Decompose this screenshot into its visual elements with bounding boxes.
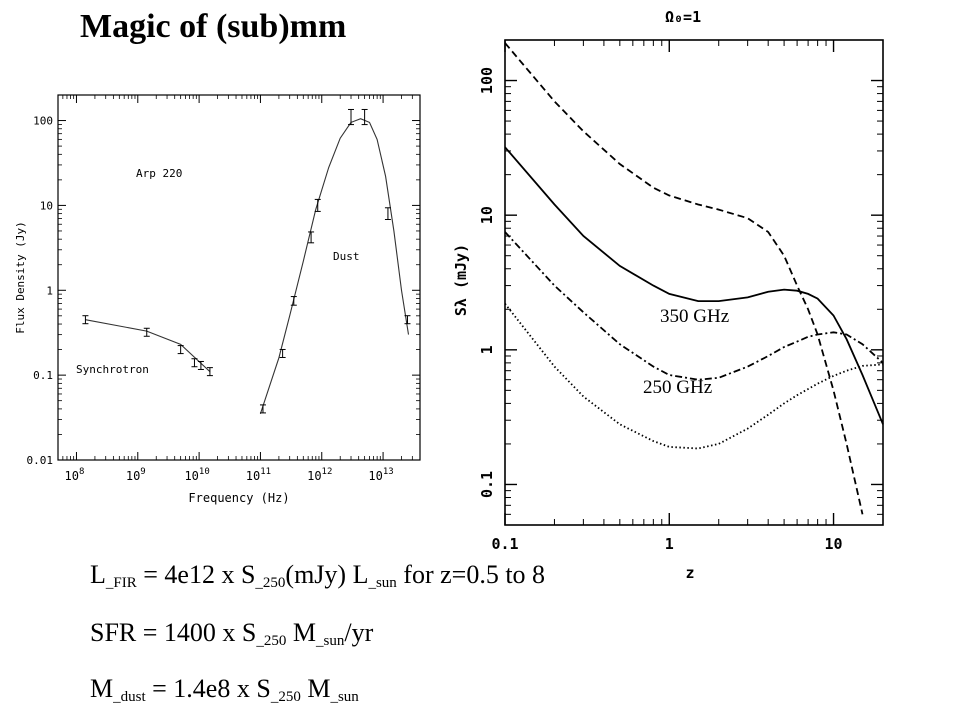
annotation-label: Arp 220	[136, 167, 182, 180]
model-curve-synchrotron	[85, 319, 211, 373]
annotation-label: Synchrotron	[76, 363, 149, 376]
data-point	[314, 198, 321, 212]
formula-sfr: SFR = 1400 x S_250 M_sun/yr	[90, 618, 373, 650]
formula-part: SFR = 1400 x S	[90, 618, 257, 647]
x-tick-label: 108	[65, 467, 85, 483]
x-axis-label: z	[685, 564, 694, 582]
data-point	[197, 360, 204, 370]
redshift-flux-chart: 0.1 1 10 0.1 1 10 100 Ω₀=1 350 GHz 250 GHz z Sλ (mJ…	[452, 8, 884, 582]
y-tick-label: 100	[33, 115, 53, 128]
formula-subscript: _dust	[113, 689, 146, 705]
formula-part: /yr	[344, 618, 374, 647]
frequency-annotation: 250 GHz	[643, 377, 712, 398]
y-tick-label: 100	[478, 67, 496, 94]
formula-subscript: _sun	[330, 689, 359, 705]
y-axis-label: Flux Density (Jy)	[14, 221, 27, 334]
y-tick-label: 1	[46, 284, 53, 297]
formula-subscript: _250	[255, 575, 286, 591]
x-tick-label: 1013	[368, 467, 393, 483]
y-axis-label: Sλ (mJy)	[452, 244, 470, 316]
formula-subscript: _250	[256, 633, 287, 649]
y-tick-label: 0.1	[33, 369, 53, 382]
data-point	[191, 358, 198, 368]
formula-subscript: _sun	[316, 633, 345, 649]
x-tick-label: 10	[825, 535, 843, 553]
x-tick-label: 1010	[184, 467, 209, 483]
formula-part: M	[90, 674, 114, 703]
formula-part: for z=0.5 to 8	[396, 560, 546, 589]
data-point	[82, 315, 89, 325]
data-point	[361, 108, 368, 126]
x-tick-label: 1011	[246, 467, 271, 483]
model-curve-dust	[259, 118, 410, 414]
x-tick-label: 109	[126, 467, 146, 483]
data-point	[143, 327, 150, 337]
slide-title: Magic of (sub)mm	[80, 8, 347, 45]
y-tick-label: 10	[40, 199, 53, 212]
chart-title: Ω₀=1	[665, 8, 701, 26]
data-point	[259, 404, 266, 414]
y-tick-label: 0.01	[27, 454, 54, 467]
x-axis-label: Frequency (Hz)	[188, 491, 289, 505]
x-tick-label: 1012	[307, 467, 332, 483]
curve-dashed	[504, 42, 864, 515]
formula-part: = 1.4e8 x S	[145, 674, 271, 703]
formula-subscript: _FIR	[105, 575, 137, 591]
formula-dust-mass: M_dust = 1.4e8 x S_250 M_sun	[90, 674, 359, 706]
formula-part: M	[286, 618, 317, 647]
curve-dotted	[504, 303, 884, 450]
data-point	[404, 315, 411, 325]
data-point	[206, 367, 213, 377]
curve-dash-dot	[504, 231, 884, 381]
sed-chart-arp220: 108 109 1010 1011 1012 1013 0.01 0.1 1 10 100 Arp 2…	[14, 94, 421, 505]
y-tick-label: 1	[478, 345, 496, 354]
data-point	[308, 231, 315, 244]
plot-frame	[504, 39, 884, 526]
data-point	[177, 345, 184, 355]
data-point	[290, 296, 297, 306]
y-tick-label: 10	[478, 206, 496, 224]
formula-part: M	[300, 674, 331, 703]
formula-part: L	[90, 560, 106, 589]
formula-subscript: _250	[270, 689, 301, 705]
x-tick-label: 1	[665, 535, 674, 553]
x-tick-label: 0.1	[491, 535, 518, 553]
formula-part: (mJy) L	[285, 560, 369, 589]
formula-part: = 4e12 x S	[136, 560, 256, 589]
formula-subscript: _sun	[368, 575, 397, 591]
data-point	[384, 207, 391, 220]
annotation-label: Dust	[333, 250, 360, 263]
formula-fir-luminosity: L_FIR = 4e12 x S_250(mJy) L_sun for z=0.…	[90, 560, 545, 592]
frequency-annotation: 350 GHz	[660, 306, 729, 327]
plot-frame	[57, 94, 421, 461]
data-point	[279, 348, 286, 358]
y-tick-label: 0.1	[478, 471, 496, 498]
data-point	[348, 108, 355, 126]
curve-solid	[504, 146, 884, 425]
